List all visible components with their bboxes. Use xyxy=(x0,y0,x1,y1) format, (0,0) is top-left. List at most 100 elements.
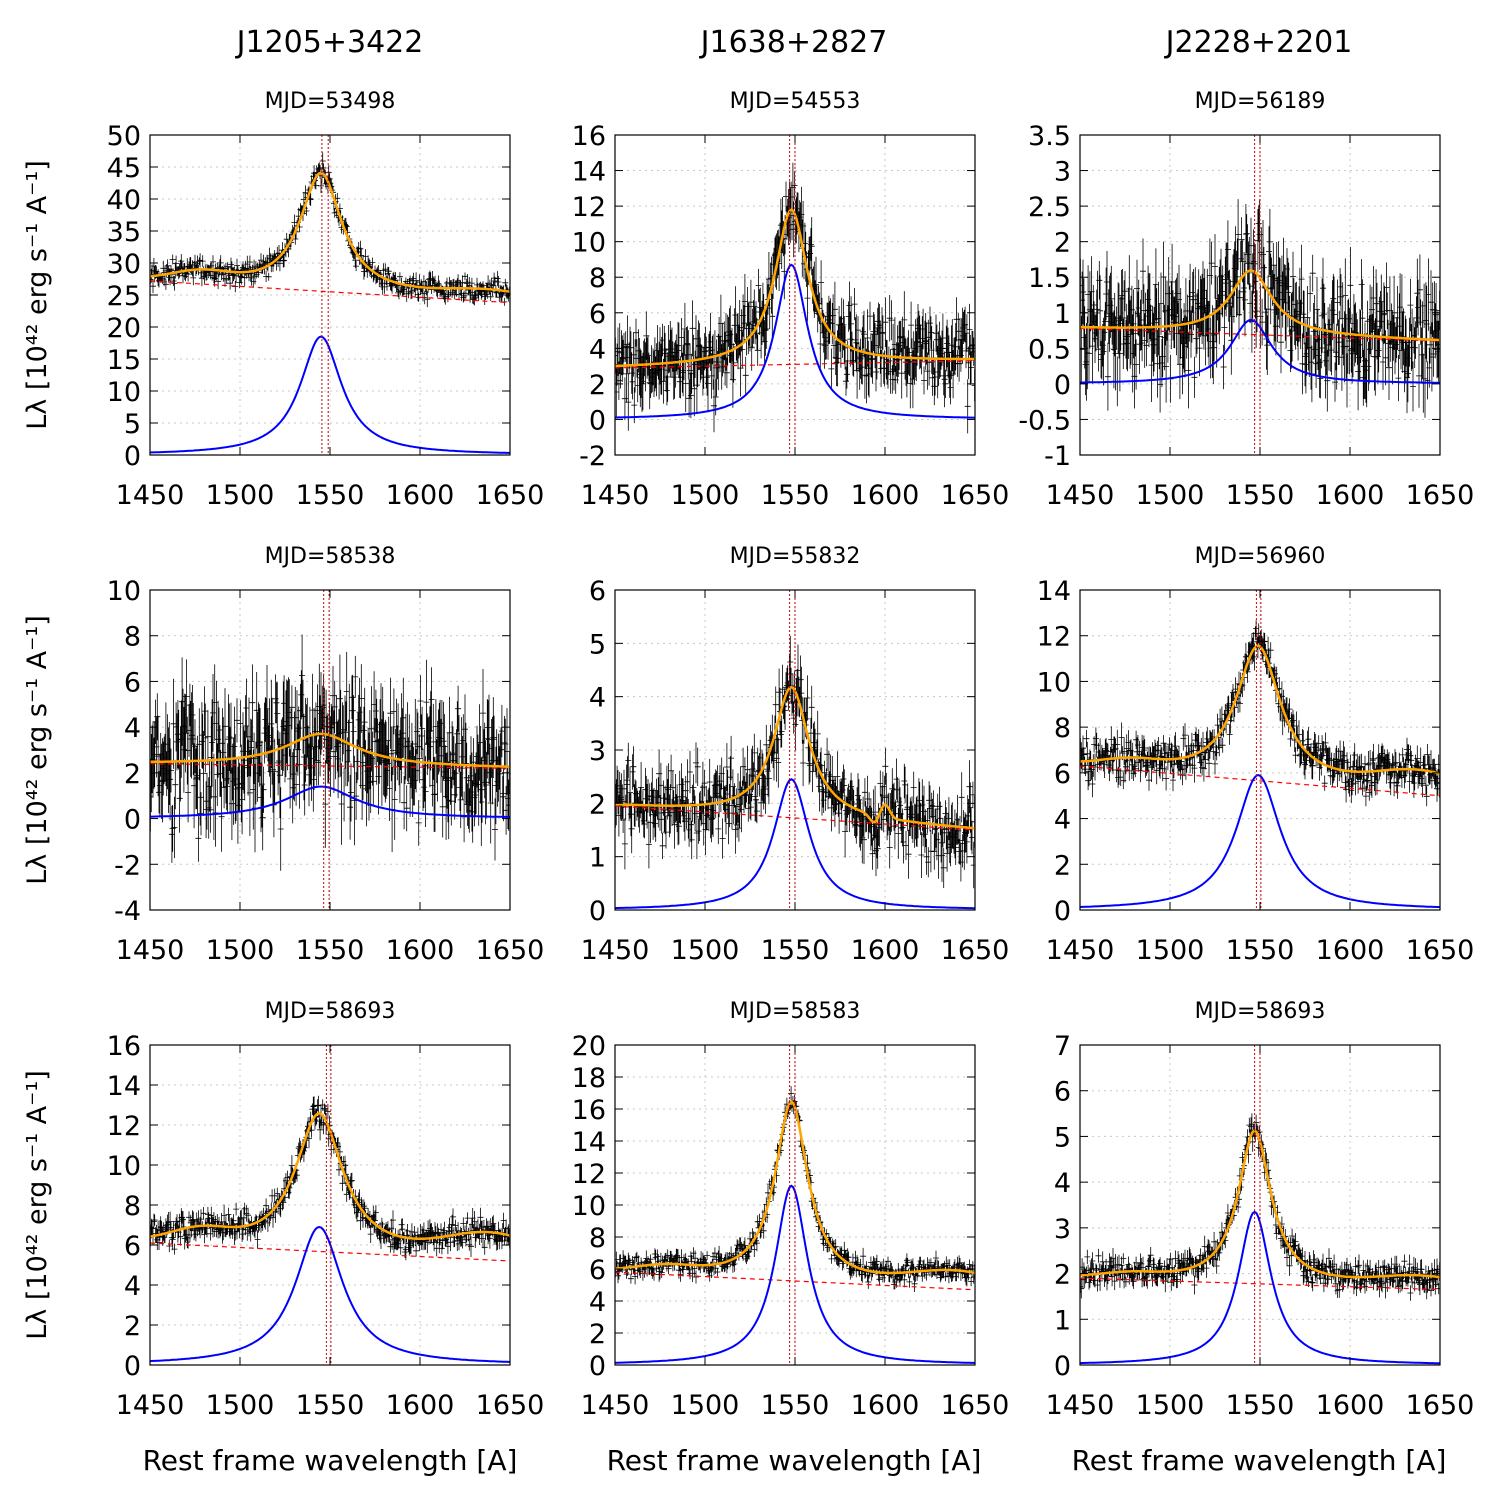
y-tick-label: 45 xyxy=(107,153,141,184)
y-axis-label-row-1: Lλ [10⁴² erg s⁻¹ A⁻¹] xyxy=(22,160,53,430)
total-fit-curve xyxy=(1080,644,1440,775)
y-tick-label: 3 xyxy=(1054,1214,1071,1245)
continuum-line xyxy=(150,1242,510,1262)
panel-6: MJD=56960 1450 1500 1550 1600 1650 0 2 4 6 8 10 12 14 xyxy=(1037,544,1475,966)
y-tick-label: -2 xyxy=(114,850,141,881)
x-tick-label: 1600 xyxy=(1316,935,1385,966)
column-title-1: J1205+3422 xyxy=(235,25,424,60)
x-axis-label-col-2: Rest frame wavelength [A] xyxy=(607,1444,982,1477)
x-tick-label: 1600 xyxy=(386,935,455,966)
y-axis-label-row-2: Lλ [10⁴² erg s⁻¹ A⁻¹] xyxy=(22,615,53,885)
x-tick-label: 1500 xyxy=(671,1390,740,1421)
y-tick-label: 5 xyxy=(124,409,141,440)
total-fit-curve xyxy=(150,732,510,768)
y-tick-label: 0 xyxy=(1054,896,1071,927)
x-tick-label: 1500 xyxy=(1136,480,1205,511)
y-tick-label: -2 xyxy=(579,441,606,472)
x-tick-label: 1450 xyxy=(116,480,185,511)
y-tick-label: 2 xyxy=(589,1319,606,1350)
data-points-with-errorbars xyxy=(150,152,510,308)
y-tick-label: 14 xyxy=(1037,576,1071,607)
y-tick-label: 2 xyxy=(124,759,141,790)
y-tick-label: 1.5 xyxy=(1028,263,1071,294)
x-axis-label-col-1: Rest frame wavelength [A] xyxy=(143,1444,518,1477)
plot-area xyxy=(615,1045,975,1365)
y-tick-label: 0 xyxy=(589,1351,606,1382)
line-component-curve xyxy=(150,335,510,454)
x-tick-label: 1450 xyxy=(1046,935,1115,966)
x-tick-label: 1600 xyxy=(386,1390,455,1421)
line-component-curve xyxy=(150,1225,510,1363)
y-tick-label: 5 xyxy=(589,629,606,660)
column-title-2: J1638+2827 xyxy=(699,25,888,60)
x-tick-label: 1500 xyxy=(206,480,275,511)
y-tick-label: 0 xyxy=(124,441,141,472)
panel-9: MJD=58693 1450 1500 1550 1600 1650 0 1 2 3 4 5 6 7 xyxy=(1046,999,1475,1421)
y-tick-label: 35 xyxy=(107,217,141,248)
x-tick-label: 1650 xyxy=(476,1390,545,1421)
y-tick-label: 14 xyxy=(107,1071,141,1102)
y-tick-label: 5 xyxy=(1054,1122,1071,1153)
line-component-curve xyxy=(615,1184,975,1364)
x-tick-label: 1550 xyxy=(1226,935,1295,966)
x-tick-label: 1650 xyxy=(1406,1390,1475,1421)
x-tick-label: 1650 xyxy=(941,1390,1010,1421)
y-tick-label: 4 xyxy=(1054,1168,1071,1199)
y-tick-label: 0 xyxy=(124,1351,141,1382)
x-tick-label: 1450 xyxy=(1046,1390,1115,1421)
y-tick-label: 6 xyxy=(589,1255,606,1286)
y-tick-label: 16 xyxy=(107,1031,141,1062)
total-fit-curve xyxy=(615,208,975,368)
y-tick-label: 10 xyxy=(107,576,141,607)
y-tick-label: 6 xyxy=(589,576,606,607)
panel-4: MJD=58538 1450 1500 1550 1600 1650 -4 -2 0 2 4 6 8 10 xyxy=(107,544,545,966)
y-tick-label: 8 xyxy=(589,263,606,294)
y-tick-label: 0 xyxy=(589,405,606,436)
line-component-curve xyxy=(150,785,510,818)
panel-3: MJD=56189 1450 1500 1550 1600 1650 -1 -0.5 0 0.5 1… xyxy=(1018,89,1474,511)
x-tick-label: 1450 xyxy=(116,935,185,966)
plot-area xyxy=(150,590,510,910)
y-tick-label: -0.5 xyxy=(1018,405,1071,436)
y-tick-label: 14 xyxy=(572,157,606,188)
y-tick-label: 7 xyxy=(1054,1031,1071,1062)
panel-8: MJD=58583 1450 1500 1550 1600 1650 02468101214… xyxy=(572,999,1010,1421)
y-tick-label: 10 xyxy=(572,228,606,259)
y-tick-label: 16 xyxy=(572,121,606,152)
line-component-curve xyxy=(1080,774,1440,909)
panel-title: MJD=58583 xyxy=(730,999,861,1024)
y-axis-label-row-3: Lλ [10⁴² erg s⁻¹ A⁻¹] xyxy=(22,1070,53,1340)
x-tick-label: 1550 xyxy=(1226,480,1295,511)
y-tick-label: 2 xyxy=(124,1311,141,1342)
y-tick-label: 4 xyxy=(589,334,606,365)
x-tick-label: 1450 xyxy=(1046,480,1115,511)
continuum-line xyxy=(150,280,510,304)
x-tick-label: 1600 xyxy=(1316,1390,1385,1421)
y-tick-label: 3 xyxy=(1054,157,1071,188)
plot-area xyxy=(1080,1045,1440,1365)
y-tick-label: 8 xyxy=(124,1191,141,1222)
y-tick-label: 25 xyxy=(107,281,141,312)
x-tick-label: 1550 xyxy=(761,1390,830,1421)
y-tick-label: 6 xyxy=(1054,1077,1071,1108)
panel-5: MJD=55832 1450 1500 1550 1600 1650 0 1 2 3 4 5 6 xyxy=(581,544,1010,966)
y-tick-label: 8 xyxy=(1054,713,1071,744)
x-tick-label: 1600 xyxy=(851,480,920,511)
y-tick-label: 4 xyxy=(589,1287,606,1318)
y-tick-label: 20 xyxy=(107,313,141,344)
total-fit-curve xyxy=(1080,269,1440,342)
x-tick-label: 1650 xyxy=(941,480,1010,511)
y-tick-label: 1 xyxy=(589,843,606,874)
y-tick-label: 3.5 xyxy=(1028,121,1071,152)
x-tick-label: 1550 xyxy=(296,935,365,966)
y-tick-label: 6 xyxy=(1054,759,1071,790)
y-tick-label: 10 xyxy=(107,1151,141,1182)
x-tick-label: 1500 xyxy=(206,1390,275,1421)
y-tick-label: 6 xyxy=(124,1231,141,1262)
x-axis-label-col-3: Rest frame wavelength [A] xyxy=(1072,1444,1447,1477)
y-tick-label: 0 xyxy=(589,896,606,927)
plot-area xyxy=(1080,135,1440,455)
x-tick-label: 1500 xyxy=(671,480,740,511)
panel-title: MJD=54553 xyxy=(730,89,861,114)
